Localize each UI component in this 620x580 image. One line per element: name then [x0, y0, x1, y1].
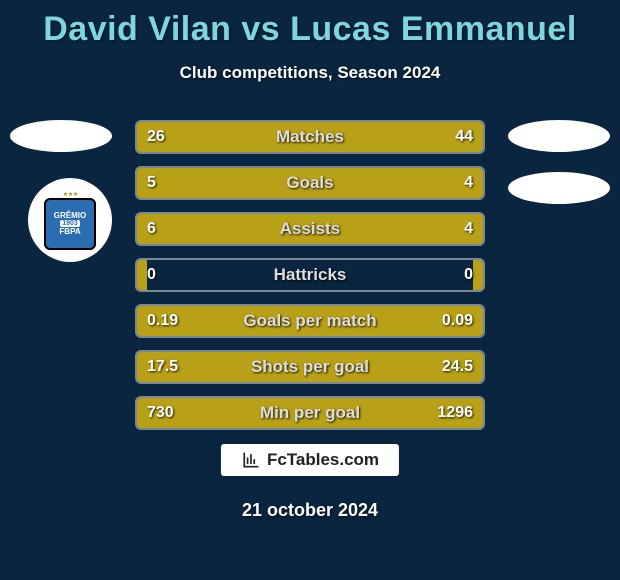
club-badge-gremio: ★ ★ ★ GRÊMIO 1903 FBPA [28, 178, 112, 262]
stat-row: 6 Assists 4 [135, 212, 485, 246]
stat-row: 730 Min per goal 1296 [135, 396, 485, 430]
stat-label: Goals per match [137, 311, 483, 331]
team-logo-right-2 [508, 172, 610, 204]
stat-row: 5 Goals 4 [135, 166, 485, 200]
brand-box[interactable]: FcTables.com [221, 444, 399, 476]
stat-row: 0.19 Goals per match 0.09 [135, 304, 485, 338]
stat-row: 0 Hattricks 0 [135, 258, 485, 292]
subtitle: Club competitions, Season 2024 [0, 63, 620, 83]
stat-row: 17.5 Shots per goal 24.5 [135, 350, 485, 384]
stat-label: Hattricks [137, 265, 483, 285]
stat-value-right: 24.5 [442, 358, 473, 376]
stat-value-right: 4 [464, 174, 473, 192]
chart-icon [241, 450, 261, 470]
team-logo-right-1 [508, 120, 610, 152]
stat-row: 26 Matches 44 [135, 120, 485, 154]
stat-label: Assists [137, 219, 483, 239]
stat-value-right: 1296 [437, 404, 473, 422]
team-logo-left-1 [10, 120, 112, 152]
stat-value-right: 4 [464, 220, 473, 238]
stat-label: Goals [137, 173, 483, 193]
stat-label: Shots per goal [137, 357, 483, 377]
stats-bars: 26 Matches 44 5 Goals 4 6 Assists 4 0 Ha… [135, 120, 485, 442]
brand-text: FcTables.com [267, 450, 379, 470]
stat-label: Matches [137, 127, 483, 147]
date-text: 21 october 2024 [0, 500, 620, 521]
stat-value-right: 0 [464, 266, 473, 284]
stat-label: Min per goal [137, 403, 483, 423]
page-title: David Vilan vs Lucas Emmanuel [0, 0, 620, 49]
stat-value-right: 0.09 [442, 312, 473, 330]
stat-value-right: 44 [455, 128, 473, 146]
